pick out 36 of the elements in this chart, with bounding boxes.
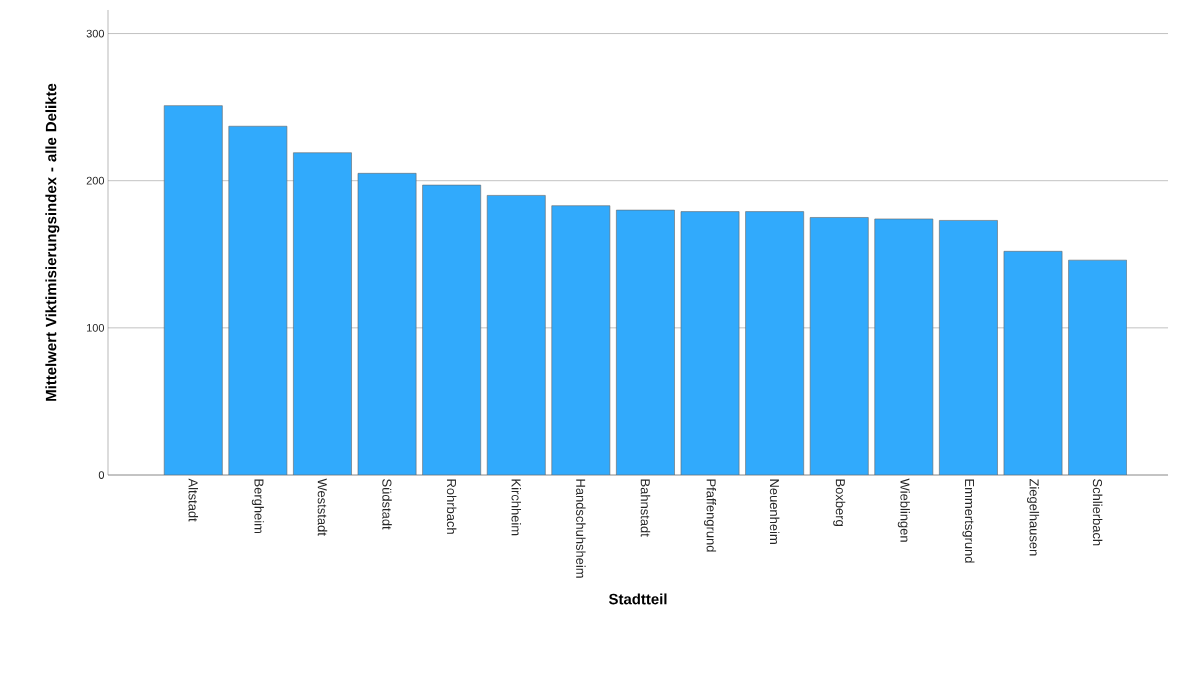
y-tick-label: 200 (86, 176, 105, 185)
x-tick-label: Altstadt (188, 478, 199, 522)
bar (422, 184, 482, 475)
x-tick-label: Wieblingen (897, 478, 910, 542)
x-tick-label: Pfaffengrund (704, 479, 717, 552)
x-tick-label: Bahnstadt (640, 479, 651, 537)
bar (1068, 259, 1127, 475)
y-axis-title: Mittelwert Viktimisierungsindex - alle Delikte (45, 83, 60, 401)
bar (163, 105, 223, 475)
x-tick-label: Schlierbach (1092, 479, 1103, 546)
bar (616, 209, 675, 475)
y-tick-label: 300 (86, 29, 105, 38)
bar (680, 211, 740, 475)
bar (357, 173, 417, 475)
x-tick-label: Weststadt (317, 478, 328, 536)
bar (293, 152, 352, 475)
bar (228, 125, 288, 475)
x-tick-label: Handschuhsheim (576, 479, 586, 578)
x-tick-label: Boxberg (833, 479, 846, 526)
x-tick-label: Südstadt (382, 479, 392, 530)
x-tick-label: Rohrbach (446, 479, 457, 534)
bar (745, 211, 804, 475)
bar (551, 205, 611, 475)
bar (1003, 251, 1063, 475)
bar (486, 195, 546, 475)
x-tick-label: Neuenheim (769, 479, 780, 544)
x-tick-label: Kirchheim (511, 479, 522, 536)
x-axis-title: Stadtteil (608, 593, 667, 605)
y-tick-label: 100 (87, 323, 105, 332)
x-tick-label: Bergheim (251, 479, 264, 534)
x-tick-label: Emmertsgrund (962, 479, 975, 563)
bar (939, 220, 998, 475)
x-tick-label: Ziegelhausen (1026, 478, 1040, 556)
y-tick-label: 0 (98, 471, 105, 479)
bar (874, 218, 934, 475)
bar (809, 217, 869, 475)
